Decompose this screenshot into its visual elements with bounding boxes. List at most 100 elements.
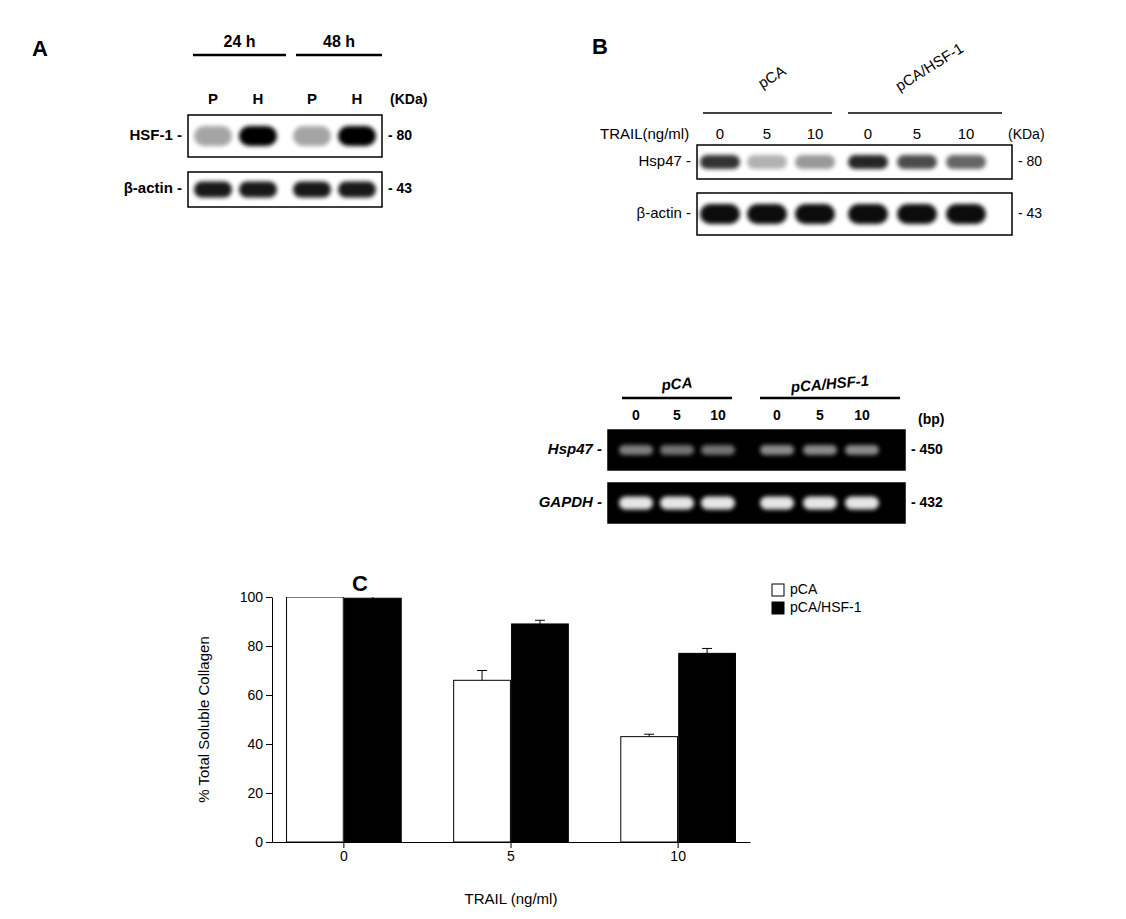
y-tick: 20 xyxy=(247,785,272,801)
band xyxy=(795,204,835,224)
x-tick-label: 10 xyxy=(670,848,686,864)
band xyxy=(845,497,879,510)
gel xyxy=(608,430,905,470)
unit-label: (KDa) xyxy=(390,91,427,107)
lane-label: P xyxy=(307,90,317,107)
y-tick-label: 40 xyxy=(247,736,263,752)
row-label: Hsp47 - xyxy=(638,152,691,169)
y-tick-label: 100 xyxy=(240,589,264,605)
membrane xyxy=(697,145,1012,179)
group-line xyxy=(848,112,1002,114)
dose-label: 10 xyxy=(958,125,975,142)
error-stem xyxy=(707,648,708,653)
band xyxy=(338,182,376,198)
band xyxy=(700,155,740,169)
legend-swatch xyxy=(772,602,784,614)
y-axis-title: % Total Soluble Collagen xyxy=(195,636,212,803)
x-tick-label: 0 xyxy=(340,848,348,864)
band xyxy=(946,155,986,169)
error-stem xyxy=(539,620,540,624)
unit-label: (bp) xyxy=(918,411,944,427)
dose-label: 0 xyxy=(632,407,640,423)
band xyxy=(239,126,277,146)
blot-row: Hsp47 -- 80 xyxy=(638,145,1042,179)
dose-label: 0 xyxy=(716,125,724,142)
y-tick-mark xyxy=(266,646,272,647)
bar xyxy=(454,680,511,842)
band xyxy=(619,445,653,455)
band xyxy=(897,155,937,169)
y-tick-label: 20 xyxy=(247,785,263,801)
band xyxy=(760,445,794,455)
dose-label: 0 xyxy=(864,125,872,142)
band xyxy=(700,204,740,224)
error-bar xyxy=(477,671,487,681)
error-bar xyxy=(535,620,545,624)
membrane xyxy=(697,193,1012,235)
band xyxy=(293,126,331,146)
figure: A24 hPH48 hPH(KDa)HSF-1 -- 80β-actin -- … xyxy=(0,0,1126,919)
blot-row: Hsp47 -- 450 xyxy=(548,430,943,470)
panel-c: C0204060801000510TRAIL (ng/ml)% Total So… xyxy=(195,571,862,907)
size-label: - 43 xyxy=(1018,205,1042,221)
band xyxy=(660,445,694,455)
y-tick: 40 xyxy=(247,736,272,752)
error-cap xyxy=(702,648,712,649)
group-label: pCA/HSF-1 xyxy=(789,372,870,396)
band xyxy=(194,182,232,198)
x-axis-title: TRAIL (ng/ml) xyxy=(465,890,558,907)
y-tick: 80 xyxy=(247,638,272,654)
y-tick-label: 80 xyxy=(247,638,263,654)
size-label: - 432 xyxy=(911,494,943,510)
bar xyxy=(679,653,736,842)
bar xyxy=(344,598,401,842)
error-cap xyxy=(535,620,545,621)
x-axis: 0 5 10 xyxy=(273,842,751,864)
error-stem xyxy=(482,671,483,681)
group-line xyxy=(760,397,900,400)
panel-a: A24 hPH48 hPH(KDa)HSF-1 -- 80β-actin -- … xyxy=(32,33,427,207)
bars xyxy=(287,597,736,842)
legend-swatch xyxy=(772,584,784,596)
band xyxy=(845,445,879,455)
band xyxy=(701,445,735,455)
y-tick-mark xyxy=(266,744,272,745)
error-bar xyxy=(644,734,654,736)
group-label: pCA xyxy=(755,62,789,92)
blot-row: GAPDH -- 432 xyxy=(539,483,943,523)
membrane xyxy=(188,115,382,157)
y-axis: 020406080100 xyxy=(240,589,273,850)
y-tick-mark xyxy=(266,695,272,696)
unit-label: (KDa) xyxy=(1008,126,1045,142)
panel-label: B xyxy=(592,34,608,59)
legend-label: pCA xyxy=(790,581,818,597)
size-label: - 80 xyxy=(388,127,412,143)
x-tick: 5 xyxy=(507,842,515,864)
error-cap xyxy=(644,734,654,735)
band xyxy=(293,182,331,198)
band xyxy=(803,445,837,455)
blot-row: β-actin - - 43 xyxy=(637,193,1043,235)
group-label: pCA xyxy=(660,374,693,394)
y-tick: 60 xyxy=(247,687,272,703)
y-tick-mark xyxy=(266,793,272,794)
row-label: HSF-1 - xyxy=(130,126,183,143)
band xyxy=(239,182,277,198)
y-tick-mark xyxy=(266,597,272,598)
band xyxy=(619,497,653,510)
size-label: - 450 xyxy=(911,441,943,457)
legend-label: pCA/HSF-1 xyxy=(790,599,862,615)
blot-row: HSF-1 - - 80 xyxy=(130,115,413,157)
error-bar xyxy=(702,648,712,653)
error-stem xyxy=(372,597,373,598)
row-label: β-actin - xyxy=(637,204,691,221)
band xyxy=(803,497,837,510)
band xyxy=(946,204,986,224)
blot-row: β-actin -- 43 xyxy=(124,172,413,207)
dose-label: 5 xyxy=(913,125,921,142)
band xyxy=(848,155,888,169)
x-tick: 0 xyxy=(340,842,348,864)
band xyxy=(338,126,376,146)
bar xyxy=(621,737,678,842)
y-axis-line xyxy=(272,598,273,843)
